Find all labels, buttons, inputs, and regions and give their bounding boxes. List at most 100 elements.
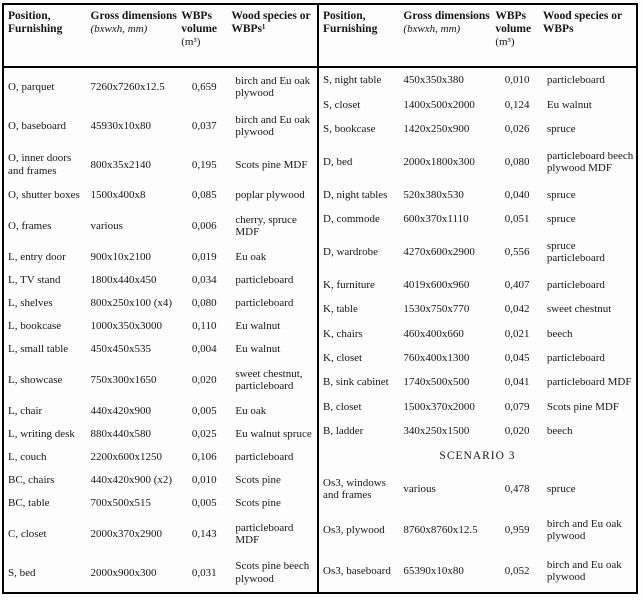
cell-position: O, baseboard [8, 119, 67, 132]
cell-species: spruce [546, 188, 576, 201]
cell-species: particleboard [235, 274, 294, 287]
cell-dimensions: 2000x1800x300 [403, 156, 475, 169]
header-species-label: Wood species or WBPs [542, 10, 622, 35]
cell-dimensions: various [90, 220, 123, 233]
cell-position: BC, table [8, 497, 50, 510]
table-row: D, night tables 520x380x530 0,040 spruce [319, 183, 636, 207]
table-row: SCENARIO 3 [319, 444, 636, 469]
cell-species: spruce particleboard [546, 239, 605, 265]
cell-volume: 0,025 [191, 427, 217, 440]
table-row: L, bookcase 1000x350x3000 0,110 Eu walnut [4, 315, 317, 338]
cell-dimensions: 800x250x100 (x4) [90, 297, 173, 310]
table-row: O, frames various 0,006 cherry, spruce MDF [4, 207, 317, 246]
cell-position: O, shutter boxes [8, 189, 80, 202]
header-position: Position, Furnishing [4, 5, 89, 68]
cell-position: S, night table [323, 74, 382, 87]
cell-volume: 0,006 [191, 220, 217, 233]
table-row: S, bed 2000x900x300 0,031 Scots pine beech … [4, 553, 317, 592]
cell-dimensions: 700x500x515 [90, 497, 152, 510]
header-volume-unit: (m³) [495, 35, 515, 48]
header-dimensions: Gross dimensions (bxwxh, mm) [401, 5, 494, 68]
cell-position: L, chair [8, 404, 43, 417]
cell-position: C, closet [8, 527, 47, 540]
cell-species: spruce [546, 123, 576, 136]
cell-species: particleboard [235, 297, 294, 310]
cell-position: L, couch [8, 450, 47, 463]
cell-species: particleboard [546, 74, 605, 87]
cell-position: D, night tables [323, 188, 388, 201]
cell-volume: 0,021 [504, 327, 530, 340]
header-volume: WBPs volume (m³) [179, 5, 230, 68]
cell-dimensions: 7260x7260x12.5 [90, 81, 165, 94]
cell-position: Os3, plywood [323, 524, 385, 537]
cell-position: L, TV stand [8, 274, 61, 287]
table-row: K, closet 760x400x1300 0,045 particleboard [319, 346, 636, 370]
cell-volume: 0,005 [191, 497, 217, 510]
cell-species: birch and Eu oak plywood [546, 559, 622, 584]
cell-position: BC, chairs [8, 474, 55, 487]
cell-volume: 0,037 [191, 119, 217, 132]
cell-dimensions: 750x300x1650 [90, 374, 157, 387]
cell-volume: 0,080 [191, 297, 217, 310]
cell-position: L, small table [8, 343, 69, 356]
cell-dimensions: 2000x900x300 [90, 566, 157, 579]
cell-volume: 0,019 [191, 250, 217, 263]
header-position: Position, Furnishing [319, 5, 402, 68]
table-row: D, wardrobe 4270x600x2900 0,556 spruce part… [319, 232, 636, 273]
cell-volume: 0,045 [504, 352, 530, 365]
cell-position: L, shelves [8, 297, 53, 310]
table-row: L, chair 440x420x900 0,005 Eu oak [4, 399, 317, 422]
cell-dimensions: 900x10x2100 [90, 250, 152, 263]
cell-volume: 0,004 [191, 343, 217, 356]
cell-volume: 0,959 [504, 524, 530, 537]
cell-volume: 0,143 [191, 527, 217, 540]
cell-species: Scots pine [235, 497, 281, 510]
cell-dimensions: 65390x10x80 [403, 565, 464, 578]
cell-position: O, frames [8, 220, 52, 233]
cell-species: particleboard MDF [235, 521, 294, 547]
cell-dimensions: 440x420x900 [90, 404, 152, 417]
cell-dimensions: 460x400x660 [403, 327, 464, 340]
cell-species: particleboard MDF [546, 376, 632, 389]
cell-position: D, commode [323, 213, 380, 226]
cell-dimensions: 600x370x1110 [403, 213, 469, 226]
header-volume-unit: (m³) [181, 35, 201, 48]
table-row: L, TV stand 1800x440x450 0,034 particleboar… [4, 269, 317, 292]
cell-position: B, closet [323, 400, 362, 413]
table-right-half: Position, Furnishing Gross dimensions (b… [319, 5, 636, 592]
cell-species: Scots pine beech plywood [235, 560, 310, 585]
cell-species: beech [546, 425, 573, 438]
table-header: Position, Furnishing Gross dimensions (b… [319, 5, 636, 68]
cell-species: Eu oak [235, 250, 267, 263]
cell-position: O, inner doors and frames [8, 152, 72, 177]
cell-position: K, chairs [323, 327, 363, 340]
cell-dimensions: 1740x500x500 [403, 376, 470, 389]
cell-position: L, entry door [8, 250, 66, 263]
cell-species: Eu walnut [546, 98, 592, 111]
header-position-label: Position, Furnishing [8, 10, 63, 35]
cell-dimensions: 2200x600x1250 [90, 450, 163, 463]
table-body-left: O, parquet 7260x7260x12.5 0,659 birch and E… [4, 67, 317, 592]
section-row-label: SCENARIO 3 [439, 449, 516, 462]
cell-species: sweet chestnut, particleboard [235, 367, 303, 393]
table-row: S, closet 1400x500x2000 0,124 Eu walnut [319, 93, 636, 117]
header-volume: WBPs volume (m³) [493, 5, 541, 68]
cell-dimensions: 760x400x1300 [403, 352, 470, 365]
cell-species: beech [546, 327, 573, 340]
cell-dimensions: 2000x370x2900 [90, 527, 163, 540]
cell-position: K, closet [323, 352, 363, 365]
table-row: K, furniture 4019x600x960 0,407 particleboa… [319, 273, 636, 297]
cell-species: cherry, spruce MDF [235, 213, 297, 239]
cell-dimensions: 1500x370x2000 [403, 400, 475, 413]
cell-position: D, bed [323, 156, 353, 169]
table-row: B, ladder 340x250x1500 0,020 beech [319, 419, 636, 443]
cell-position: S, closet [323, 98, 361, 111]
header-species: Wood species or WBPs¹ [229, 5, 317, 68]
cell-dimensions: 800x35x2140 [90, 158, 152, 171]
cell-position: Os3, baseboard [323, 565, 391, 578]
cell-position: D, wardrobe [323, 245, 378, 258]
table-row: C, closet 2000x370x2900 0,143 particleboard… [4, 515, 317, 554]
cell-species: Scots pine [235, 474, 281, 487]
cell-position: L, bookcase [8, 320, 62, 333]
table-left-half: Position, Furnishing Gross dimensions (b… [4, 5, 319, 592]
